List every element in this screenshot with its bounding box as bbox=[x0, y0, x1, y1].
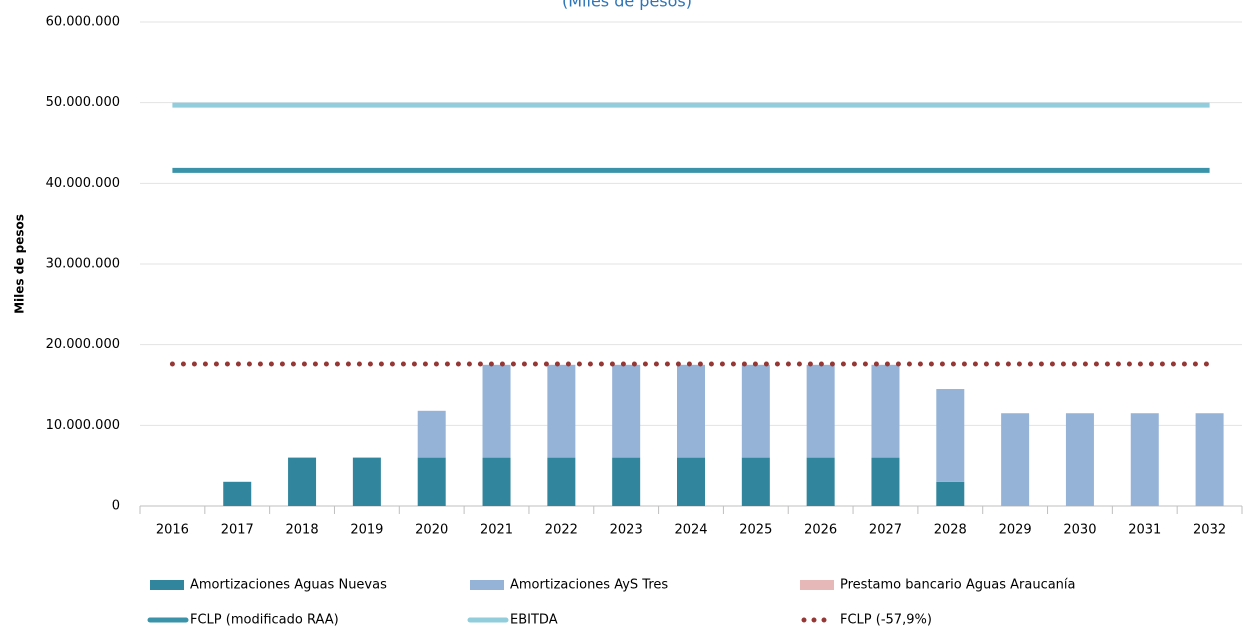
x-tick-label: 2023 bbox=[610, 523, 643, 538]
x-tick-label: 2018 bbox=[286, 523, 319, 538]
bar bbox=[417, 410, 446, 458]
y-axis-label: Miles de pesos bbox=[13, 214, 27, 314]
bar bbox=[612, 364, 641, 458]
bar bbox=[677, 457, 705, 506]
bar bbox=[482, 457, 511, 506]
bar bbox=[806, 457, 835, 506]
x-tick-label: 2032 bbox=[1193, 523, 1226, 538]
x-tick-label: 2022 bbox=[545, 523, 578, 538]
bar bbox=[677, 364, 705, 458]
y-tick-label: 50.000.000 bbox=[46, 95, 120, 110]
x-tick-label: 2016 bbox=[156, 523, 189, 538]
y-tick-label: 60.000.000 bbox=[46, 15, 120, 30]
bar bbox=[741, 457, 770, 506]
bar bbox=[1065, 413, 1094, 506]
bar bbox=[871, 457, 900, 506]
legend-label: FCLP (-57,9%) bbox=[840, 613, 932, 628]
bar bbox=[547, 364, 576, 458]
legend-label: Amortizaciones AyS Tres bbox=[510, 578, 668, 593]
bar bbox=[806, 364, 835, 458]
bar bbox=[288, 457, 317, 506]
bar bbox=[871, 364, 900, 458]
legend-swatch bbox=[800, 580, 834, 590]
y-tick-label: 30.000.000 bbox=[46, 257, 120, 272]
bar bbox=[1195, 413, 1224, 506]
bar bbox=[1001, 413, 1030, 506]
x-tick-label: 2030 bbox=[1063, 523, 1096, 538]
bar bbox=[352, 457, 381, 506]
bar bbox=[417, 457, 446, 506]
legend-label: Prestamo bancario Aguas Araucanía bbox=[840, 578, 1076, 593]
legend-swatch bbox=[470, 580, 504, 590]
y-tick-label: 0 bbox=[112, 499, 120, 514]
x-tick-label: 2024 bbox=[674, 523, 707, 538]
x-tick-label: 2027 bbox=[869, 523, 902, 538]
bar bbox=[223, 481, 252, 506]
bar bbox=[612, 457, 641, 506]
x-tick-label: 2025 bbox=[739, 523, 772, 538]
x-tick-label: 2028 bbox=[934, 523, 967, 538]
chart-subtitle: (Miles de pesos) bbox=[562, 0, 692, 11]
bar bbox=[1130, 413, 1159, 506]
x-tick-label: 2026 bbox=[804, 523, 837, 538]
legend-label: Amortizaciones Aguas Nuevas bbox=[190, 578, 387, 593]
bar bbox=[936, 481, 965, 506]
y-tick-label: 10.000.000 bbox=[46, 418, 120, 433]
y-tick-label: 40.000.000 bbox=[46, 176, 120, 191]
x-tick-label: 2021 bbox=[480, 523, 513, 538]
bar bbox=[936, 389, 965, 482]
y-tick-label: 20.000.000 bbox=[46, 337, 120, 352]
legend-label: EBITDA bbox=[510, 613, 558, 628]
legend-label: FCLP (modificado RAA) bbox=[190, 613, 339, 628]
bar bbox=[741, 364, 770, 458]
bar bbox=[482, 364, 511, 458]
bar bbox=[547, 457, 576, 506]
x-tick-label: 2031 bbox=[1128, 523, 1161, 538]
x-tick-label: 2020 bbox=[415, 523, 448, 538]
x-tick-label: 2029 bbox=[999, 523, 1032, 538]
x-tick-label: 2017 bbox=[221, 523, 254, 538]
x-tick-label: 2019 bbox=[350, 523, 383, 538]
legend-swatch bbox=[150, 580, 184, 590]
